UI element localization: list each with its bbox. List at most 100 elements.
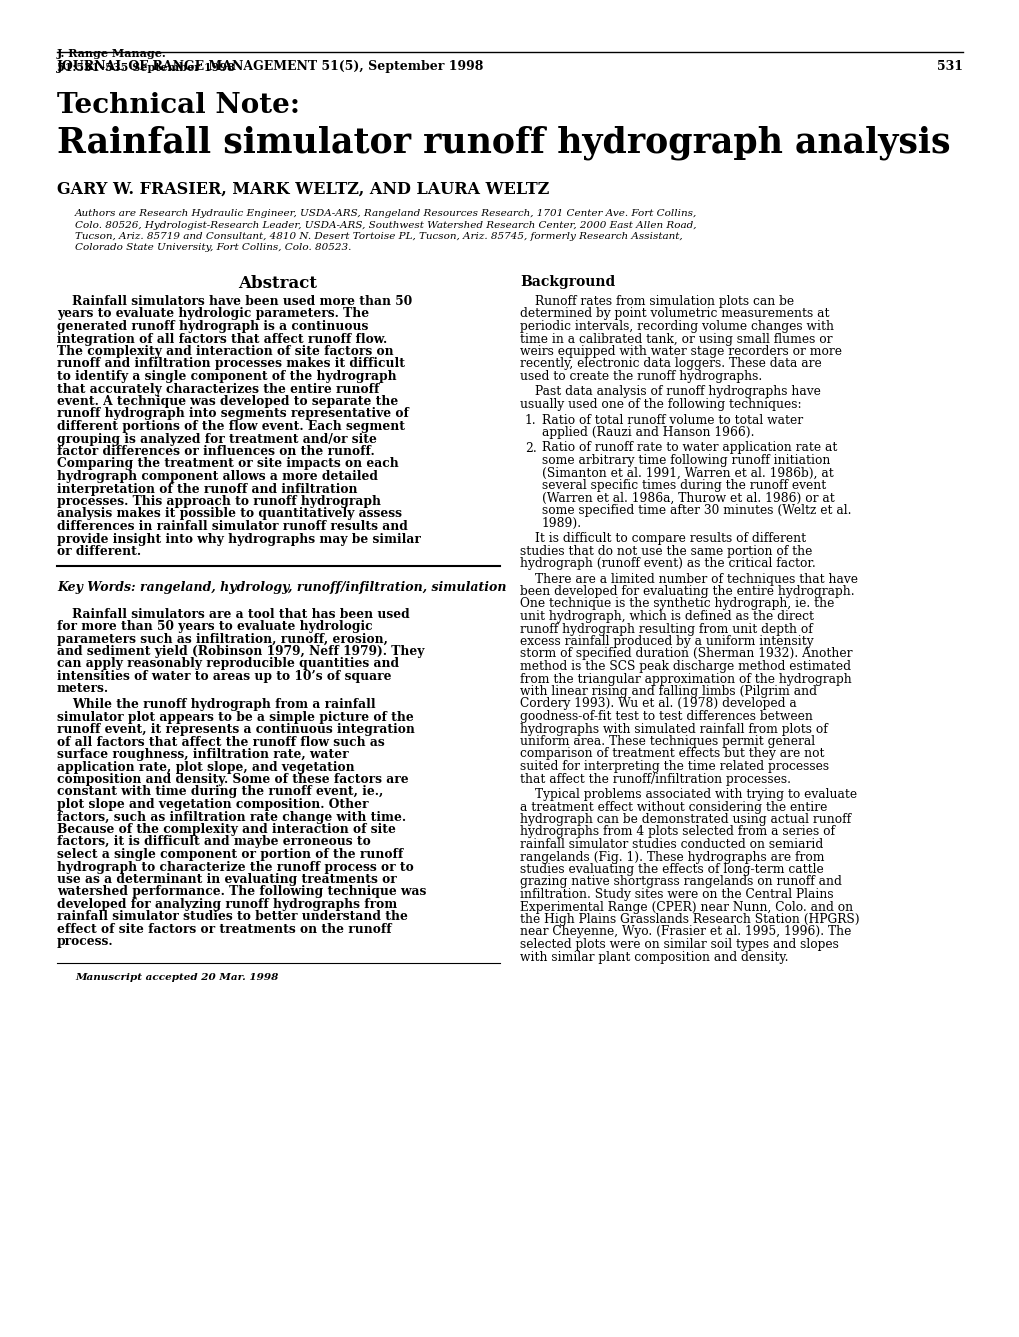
Text: rangelands (Fig. 1). These hydrographs are from: rangelands (Fig. 1). These hydrographs a… [520,850,823,864]
Text: storm of specified duration (Sherman 1932). Another: storm of specified duration (Sherman 193… [520,647,852,660]
Text: GARY W. FRASIER, MARK WELTZ, AND LAURA WELTZ: GARY W. FRASIER, MARK WELTZ, AND LAURA W… [57,180,549,198]
Text: Colo. 80526, Hydrologist-Research Leader, USDA-ARS, Southwest Watershed Research: Colo. 80526, Hydrologist-Research Leader… [75,221,696,230]
Text: 1989).: 1989). [541,516,582,529]
Text: used to create the runoff hydrographs.: used to create the runoff hydrographs. [520,370,761,382]
Text: Technical Note:: Technical Note: [57,92,300,119]
Text: usually used one of the following techniques:: usually used one of the following techni… [520,398,801,410]
Text: for more than 50 years to evaluate hydrologic: for more than 50 years to evaluate hydro… [57,620,372,632]
Text: grouping is analyzed for treatment and/or site: grouping is analyzed for treatment and/o… [57,432,376,445]
Text: The complexity and interaction of site factors on: The complexity and interaction of site f… [57,345,393,358]
Text: constant with time during the runoff event, ie.,: constant with time during the runoff eve… [57,786,383,798]
Text: studies evaluating the effects of long-term cattle: studies evaluating the effects of long-t… [520,862,823,876]
Text: hydrograph component allows a more detailed: hydrograph component allows a more detai… [57,471,378,483]
Text: effect of site factors or treatments on the runoff: effect of site factors or treatments on … [57,923,391,936]
Text: years to evaluate hydrologic parameters. The: years to evaluate hydrologic parameters.… [57,308,369,321]
Text: process.: process. [57,936,113,948]
Text: meters.: meters. [57,682,109,695]
Text: rainfall simulator studies to better understand the: rainfall simulator studies to better und… [57,910,408,924]
Text: from the triangular approximation of the hydrograph: from the triangular approximation of the… [520,673,851,686]
Text: Past data analysis of runoff hydrographs have: Past data analysis of runoff hydrographs… [535,385,820,398]
Text: grazing native shortgrass rangelands on runoff and: grazing native shortgrass rangelands on … [520,876,841,889]
Text: and sediment yield (Robinson 1979, Neff 1979). They: and sediment yield (Robinson 1979, Neff … [57,644,424,658]
Text: infiltration. Study sites were on the Central Plains: infiltration. Study sites were on the Ce… [520,888,833,901]
Text: near Cheyenne, Wyo. (Frasier et al. 1995, 1996). The: near Cheyenne, Wyo. (Frasier et al. 1995… [520,925,851,939]
Text: of all factors that affect the runoff flow such as: of all factors that affect the runoff fl… [57,735,384,749]
Text: factor differences or influences on the runoff.: factor differences or influences on the … [57,445,374,459]
Text: 2.: 2. [525,441,536,455]
Text: Rainfall simulator runoff hydrograph analysis: Rainfall simulator runoff hydrograph ana… [57,126,950,160]
Text: Authors are Research Hydraulic Engineer, USDA-ARS, Rangeland Resources Research,: Authors are Research Hydraulic Engineer,… [75,209,697,218]
Text: can apply reasonably reproducible quantities and: can apply reasonably reproducible quanti… [57,658,398,670]
Text: While the runoff hydrograph from a rainfall: While the runoff hydrograph from a rainf… [72,698,375,711]
Text: JOURNAL OF RANGE MANAGEMENT 51(5), September 1998: JOURNAL OF RANGE MANAGEMENT 51(5), Septe… [57,60,484,74]
Text: Ratio of total runoff volume to total water: Ratio of total runoff volume to total wa… [541,413,802,427]
Text: developed for analyzing runoff hydrographs from: developed for analyzing runoff hydrograp… [57,898,396,910]
Text: Key Words: rangeland, hydrology, runoff/infiltration, simulation: Key Words: rangeland, hydrology, runoff/… [57,582,506,595]
Text: (Warren et al. 1986a, Thurow et al. 1986) or at: (Warren et al. 1986a, Thurow et al. 1986… [541,492,834,504]
Text: interpretation of the runoff and infiltration: interpretation of the runoff and infiltr… [57,483,357,496]
Text: Runoff rates from simulation plots can be: Runoff rates from simulation plots can b… [535,295,794,308]
Text: 51:531–535 September 1998: 51:531–535 September 1998 [57,62,234,74]
Text: that affect the runoff/infiltration processes.: that affect the runoff/infiltration proc… [520,773,790,786]
Text: unit hydrograph, which is defined as the direct: unit hydrograph, which is defined as the… [520,610,813,623]
Text: excess rainfall produced by a uniform intensity: excess rainfall produced by a uniform in… [520,635,813,648]
Text: or different.: or different. [57,545,141,558]
Text: Because of the complexity and interaction of site: Because of the complexity and interactio… [57,824,395,836]
Text: Abstract: Abstract [238,275,317,291]
Text: hydrograph can be demonstrated using actual runoff: hydrograph can be demonstrated using act… [520,813,850,826]
Text: selected plots were on similar soil types and slopes: selected plots were on similar soil type… [520,939,838,951]
Text: studies that do not use the same portion of the: studies that do not use the same portion… [520,544,811,558]
Text: Rainfall simulators are a tool that has been used: Rainfall simulators are a tool that has … [72,607,410,620]
Text: select a single component or portion of the runoff: select a single component or portion of … [57,848,403,861]
Text: It is difficult to compare results of different: It is difficult to compare results of di… [535,532,805,545]
Text: analysis makes it possible to quantitatively assess: analysis makes it possible to quantitati… [57,508,401,520]
Text: differences in rainfall simulator runoff results and: differences in rainfall simulator runoff… [57,520,408,533]
Text: simulator plot appears to be a simple picture of the: simulator plot appears to be a simple pi… [57,710,414,723]
Text: Experimental Range (CPER) near Nunn, Colo. and on: Experimental Range (CPER) near Nunn, Col… [520,901,852,913]
Text: comparison of treatment effects but they are not: comparison of treatment effects but they… [520,747,823,761]
Text: generated runoff hydrograph is a continuous: generated runoff hydrograph is a continu… [57,320,368,333]
Text: runoff and infiltration processes makes it difficult: runoff and infiltration processes makes … [57,357,405,370]
Text: several specific times during the runoff event: several specific times during the runoff… [541,479,825,492]
Text: Manuscript accepted 20 Mar. 1998: Manuscript accepted 20 Mar. 1998 [75,973,278,981]
Text: factors, it is difficult and maybe erroneous to: factors, it is difficult and maybe erron… [57,836,370,849]
Text: Typical problems associated with trying to evaluate: Typical problems associated with trying … [535,787,856,801]
Text: surface roughness, infiltration rate, water: surface roughness, infiltration rate, wa… [57,747,348,761]
Text: (Simanton et al. 1991, Warren et al. 1986b), at: (Simanton et al. 1991, Warren et al. 198… [541,467,833,480]
Text: There are a limited number of techniques that have: There are a limited number of techniques… [535,572,857,586]
Text: Ratio of runoff rate to water application rate at: Ratio of runoff rate to water applicatio… [541,441,837,455]
Text: processes. This approach to runoff hydrograph: processes. This approach to runoff hydro… [57,495,381,508]
Text: some arbitrary time following runoff initiation: some arbitrary time following runoff ini… [541,455,829,467]
Text: runoff event, it represents a continuous integration: runoff event, it represents a continuous… [57,723,415,735]
Text: Colorado State University, Fort Collins, Colo. 80523.: Colorado State University, Fort Collins,… [75,243,351,253]
Text: event. A technique was developed to separate the: event. A technique was developed to sepa… [57,394,397,408]
Text: provide insight into why hydrographs may be similar: provide insight into why hydrographs may… [57,532,421,545]
Text: determined by point volumetric measurements at: determined by point volumetric measureme… [520,308,828,321]
Text: different portions of the flow event. Each segment: different portions of the flow event. Ea… [57,420,405,433]
Text: with linear rising and falling limbs (Pilgrim and: with linear rising and falling limbs (Pi… [520,685,816,698]
Text: One technique is the synthetic hydrograph, ie. the: One technique is the synthetic hydrograp… [520,598,834,611]
Text: parameters such as infiltration, runoff, erosion,: parameters such as infiltration, runoff,… [57,632,387,646]
Text: intensities of water to areas up to 10’s of square: intensities of water to areas up to 10’s… [57,670,391,683]
Text: runoff hydrograph into segments representative of: runoff hydrograph into segments represen… [57,408,409,421]
Text: hydrographs with simulated rainfall from plots of: hydrographs with simulated rainfall from… [520,722,827,735]
Text: applied (Rauzi and Hanson 1966).: applied (Rauzi and Hanson 1966). [541,427,754,439]
Text: weirs equipped with water stage recorders or more: weirs equipped with water stage recorder… [520,345,841,358]
Text: 531: 531 [936,60,962,74]
Text: uniform area. These techniques permit general: uniform area. These techniques permit ge… [520,735,814,747]
Text: hydrographs from 4 plots selected from a series of: hydrographs from 4 plots selected from a… [520,825,835,838]
Text: application rate, plot slope, and vegetation: application rate, plot slope, and vegeta… [57,761,355,774]
Text: J. Range Manage.: J. Range Manage. [57,48,166,59]
Text: some specified time after 30 minutes (Weltz et al.: some specified time after 30 minutes (We… [541,504,851,517]
Text: that accurately characterizes the entire runoff: that accurately characterizes the entire… [57,382,379,396]
Text: Tucson, Ariz. 85719 and Consultant, 4810 N. Desert Tortoise PL, Tucson, Ariz. 85: Tucson, Ariz. 85719 and Consultant, 4810… [75,233,682,241]
Text: goodness-of-fit test to test differences between: goodness-of-fit test to test differences… [520,710,812,723]
Text: watershed performance. The following technique was: watershed performance. The following tec… [57,885,426,898]
Text: to identify a single component of the hydrograph: to identify a single component of the hy… [57,370,396,382]
Text: Comparing the treatment or site impacts on each: Comparing the treatment or site impacts … [57,457,398,471]
Text: 1.: 1. [525,413,536,427]
Text: time in a calibrated tank, or using small flumes or: time in a calibrated tank, or using smal… [520,333,832,345]
Text: periodic intervals, recording volume changes with: periodic intervals, recording volume cha… [520,320,834,333]
Text: rainfall simulator studies conducted on semiarid: rainfall simulator studies conducted on … [520,838,822,850]
Text: integration of all factors that affect runoff flow.: integration of all factors that affect r… [57,333,387,345]
